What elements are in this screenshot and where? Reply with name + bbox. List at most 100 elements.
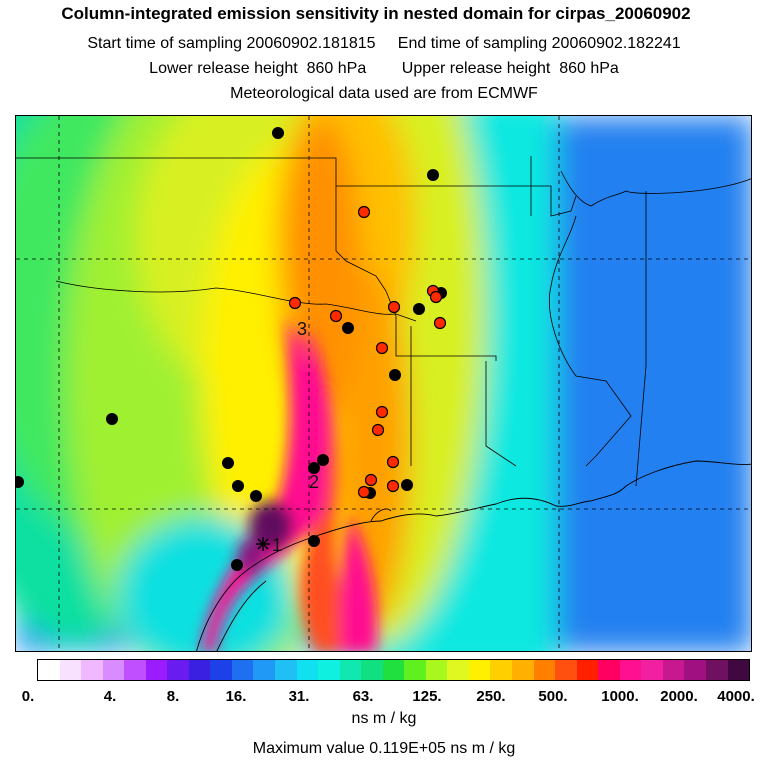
maximum-label: Maximum value (252, 740, 365, 757)
legend-color-swatch (231, 660, 254, 680)
cluster-marker (317, 454, 329, 466)
legend-color-swatch (275, 660, 297, 680)
legend-color-swatch (296, 660, 319, 680)
cluster-marker (386, 455, 400, 469)
coastline (196, 460, 751, 651)
cluster-marker (232, 480, 244, 492)
cluster-marker (389, 369, 401, 381)
legend-tick-label: 63. (352, 688, 374, 705)
state-boundaries (16, 156, 751, 487)
legend-colorbar (37, 659, 750, 681)
sampling-end-label: End time of sampling (397, 35, 548, 52)
cluster-marker (427, 169, 439, 181)
legend-tick-label: 16. (225, 688, 247, 705)
legend-tick-label: 4000. (717, 688, 755, 705)
cluster-marker (413, 303, 425, 315)
legend-color-swatch (318, 660, 340, 680)
legend-color-swatch (662, 660, 685, 680)
sampling-end: 20060902.182241 (551, 35, 681, 52)
legend-color-swatch (253, 660, 276, 680)
legend-color-swatch (167, 660, 189, 680)
trajectory-label-2: 2 (309, 472, 319, 492)
legend-tick-label: 4. (103, 688, 117, 705)
asterisk-icon (256, 537, 270, 551)
sampling-times: Start time of sampling 20060902.181815 E… (0, 35, 768, 53)
legend-color-swatch (404, 660, 426, 680)
cluster-marker (401, 479, 413, 491)
legend-tick-label: 125. (412, 688, 442, 705)
legend-color-swatch (727, 660, 750, 680)
cluster-marker (272, 127, 284, 139)
cluster-marker (371, 423, 385, 437)
map-title: Column-integrated emission sensitivity i… (61, 4, 691, 23)
cluster-marker (308, 462, 320, 474)
cluster-marker (250, 490, 262, 502)
legend-color-swatch (81, 660, 103, 680)
legend-color-swatch (641, 660, 663, 680)
maximum-value-text: 0.119E+05 ns m / kg (369, 740, 516, 757)
legend-color-swatch (102, 660, 125, 680)
legend-tick-label: 500. (538, 688, 568, 705)
lower-release-label: Lower release height (149, 60, 298, 77)
legend-color-swatch (576, 660, 599, 680)
legend-color-swatch (468, 660, 491, 680)
legend-tick-labels: 0. 4. 8. 16. 31. 63. 125. 250. 500. 1000… (0, 688, 768, 708)
met-data-note: Meteorological data used are from ECMWF (230, 85, 538, 102)
legend-color-swatch (555, 660, 577, 680)
legend-color-swatch (512, 660, 534, 680)
cluster-marker (342, 322, 354, 334)
map-svg: 1 2 3 (16, 116, 751, 651)
legend-color-swatch (425, 660, 448, 680)
maximum-value: Maximum value 0.119E+05 ns m / kg (0, 740, 768, 758)
legend-color-swatch (59, 660, 82, 680)
cluster-marker (357, 485, 371, 499)
legend-color-swatch (619, 660, 642, 680)
emission-sensitivity-map: 1 2 3 (15, 115, 752, 652)
legend-tick-label: 8. (166, 688, 180, 705)
cluster-marker (222, 457, 234, 469)
sensitivity-field (16, 116, 751, 651)
legend-unit: ns m / kg (351, 710, 417, 727)
legend-color-swatch (705, 660, 728, 680)
red-cluster-markers (288, 205, 447, 499)
legend-color-swatch (533, 660, 556, 680)
legend-color-swatch (124, 660, 146, 680)
legend-color-swatch (382, 660, 405, 680)
cluster-marker (288, 296, 302, 310)
legend-color-swatch (361, 660, 383, 680)
release-heights: Lower release height 860 hPa Upper relea… (0, 60, 768, 78)
legend-color-swatch (210, 660, 232, 680)
trajectory-label-1: 1 (272, 535, 282, 555)
cluster-marker (16, 476, 24, 488)
cluster-marker (375, 405, 389, 419)
cluster-marker (386, 479, 400, 493)
legend-tick-label: 250. (476, 688, 506, 705)
cluster-marker (429, 290, 443, 304)
lower-release: 860 hPa (306, 60, 367, 77)
legend-color-swatch (339, 660, 362, 680)
cluster-marker (329, 309, 343, 323)
sampling-start: 20060902.181815 (246, 35, 376, 52)
sampling-start-label: Start time of sampling (87, 35, 243, 52)
trajectory-label-3: 3 (297, 319, 307, 339)
legend-color-swatch (188, 660, 211, 680)
legend-color-swatch (490, 660, 513, 680)
legend-tick-label: 2000. (660, 688, 698, 705)
cluster-marker (231, 559, 243, 571)
legend-color-swatch (447, 660, 469, 680)
cluster-marker (375, 341, 389, 355)
upper-release-label: Upper release height (401, 60, 551, 77)
legend-tick-label: 31. (288, 688, 310, 705)
cluster-marker (106, 413, 118, 425)
legend-color-swatch (145, 660, 168, 680)
legend-color-swatch (684, 660, 706, 680)
cluster-marker (387, 300, 401, 314)
legend-tick-label: 1000. (601, 688, 639, 705)
cluster-marker (357, 205, 371, 219)
cluster-marker (433, 316, 447, 330)
grid-lines (16, 116, 751, 651)
upper-release: 860 hPa (559, 60, 619, 77)
legend-color-swatch (38, 660, 60, 680)
cluster-marker (308, 535, 320, 547)
cluster-marker (364, 473, 378, 487)
